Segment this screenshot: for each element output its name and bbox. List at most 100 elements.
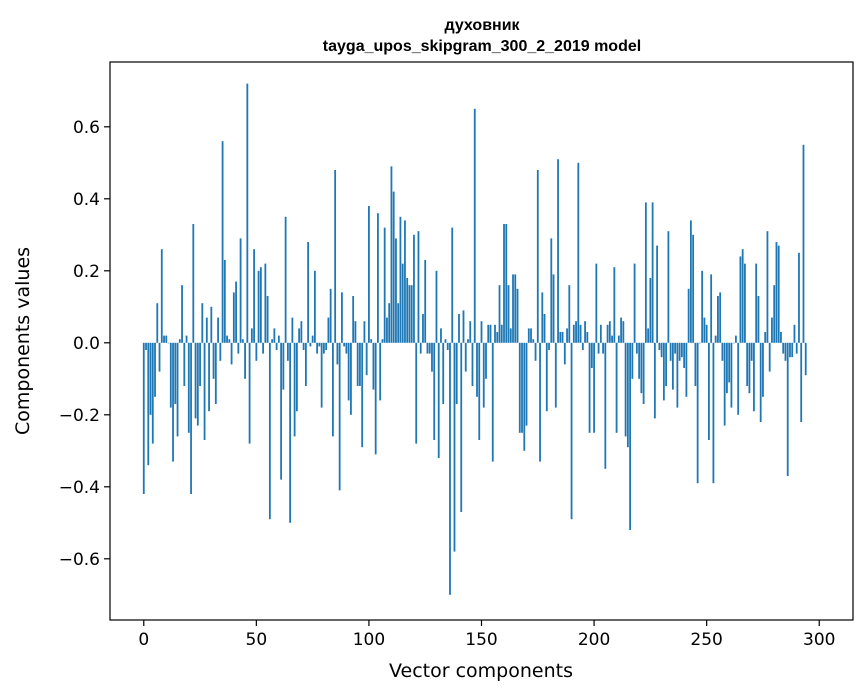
bar <box>491 342 494 462</box>
bar <box>190 342 192 494</box>
bar <box>275 342 278 350</box>
bar <box>703 317 706 343</box>
bar <box>318 342 321 347</box>
bar <box>268 342 271 520</box>
bar <box>671 342 674 390</box>
bar <box>304 342 307 386</box>
bar <box>795 342 798 354</box>
bar <box>777 245 780 343</box>
bar <box>786 342 789 476</box>
bar <box>363 321 366 343</box>
bar <box>149 342 152 415</box>
bar <box>194 342 197 419</box>
bar <box>241 339 244 343</box>
bar <box>635 342 638 354</box>
bar <box>167 342 170 344</box>
bar <box>426 342 429 354</box>
bar <box>399 216 402 343</box>
bar <box>291 317 294 343</box>
bar <box>694 342 697 386</box>
bar <box>341 292 343 343</box>
bar <box>244 342 246 379</box>
bar <box>764 332 767 343</box>
bar <box>656 245 659 343</box>
bar <box>343 342 346 347</box>
bar <box>644 202 647 343</box>
bar <box>658 342 661 350</box>
bar <box>494 324 496 343</box>
bar <box>530 328 532 343</box>
bar <box>338 342 341 491</box>
bar <box>651 202 654 343</box>
bar <box>570 342 573 520</box>
bar <box>660 342 663 358</box>
bar <box>692 234 695 343</box>
bar <box>498 285 501 343</box>
bar <box>728 342 731 383</box>
bar <box>142 342 145 494</box>
bar <box>266 296 269 343</box>
x-axis: 0 50 100 150 200 250 300 <box>138 620 835 650</box>
bar <box>223 260 226 343</box>
bar <box>708 342 710 440</box>
bar <box>595 263 598 343</box>
bar <box>730 342 733 408</box>
bar <box>219 342 222 361</box>
bar <box>217 317 219 343</box>
bar <box>771 317 773 343</box>
bar <box>370 339 373 343</box>
bar <box>500 324 503 343</box>
bar <box>469 321 472 343</box>
bar <box>476 342 478 397</box>
bar <box>437 342 440 458</box>
bar <box>147 342 150 466</box>
bar <box>534 342 537 361</box>
bar <box>557 159 559 343</box>
bar <box>395 238 397 343</box>
bar <box>264 263 267 343</box>
bar <box>563 342 566 365</box>
bar <box>419 342 422 354</box>
bar <box>181 285 183 343</box>
bar <box>183 342 186 386</box>
bar <box>696 342 699 484</box>
bar <box>203 342 206 440</box>
y-tick-label: −0.2 <box>59 406 100 426</box>
bar <box>392 191 395 343</box>
bar <box>163 335 165 343</box>
bar <box>320 342 323 408</box>
bar <box>541 292 544 343</box>
bar <box>640 342 643 394</box>
bar <box>478 342 481 440</box>
bar <box>390 166 393 343</box>
bar <box>602 342 604 354</box>
bar <box>174 342 177 404</box>
bar <box>295 342 298 412</box>
x-tick-label: 250 <box>690 630 722 650</box>
bar <box>620 317 622 343</box>
bar <box>599 324 602 343</box>
bar <box>559 332 562 343</box>
bar <box>798 252 800 343</box>
bar <box>286 342 289 361</box>
x-axis-label: Vector components <box>389 660 573 682</box>
bar <box>753 342 755 412</box>
bar <box>548 342 550 350</box>
bar <box>791 342 794 358</box>
bar <box>604 342 607 469</box>
bar <box>248 342 251 444</box>
bar <box>446 342 449 350</box>
bar <box>674 342 677 354</box>
bar <box>458 314 460 343</box>
bar <box>185 335 188 343</box>
bar <box>201 303 204 343</box>
bar <box>737 342 740 415</box>
bar <box>579 324 582 343</box>
bar <box>289 342 292 523</box>
bar <box>165 335 168 343</box>
bar <box>714 335 717 343</box>
bar <box>377 213 379 343</box>
bar <box>208 342 210 412</box>
bar <box>214 342 217 404</box>
